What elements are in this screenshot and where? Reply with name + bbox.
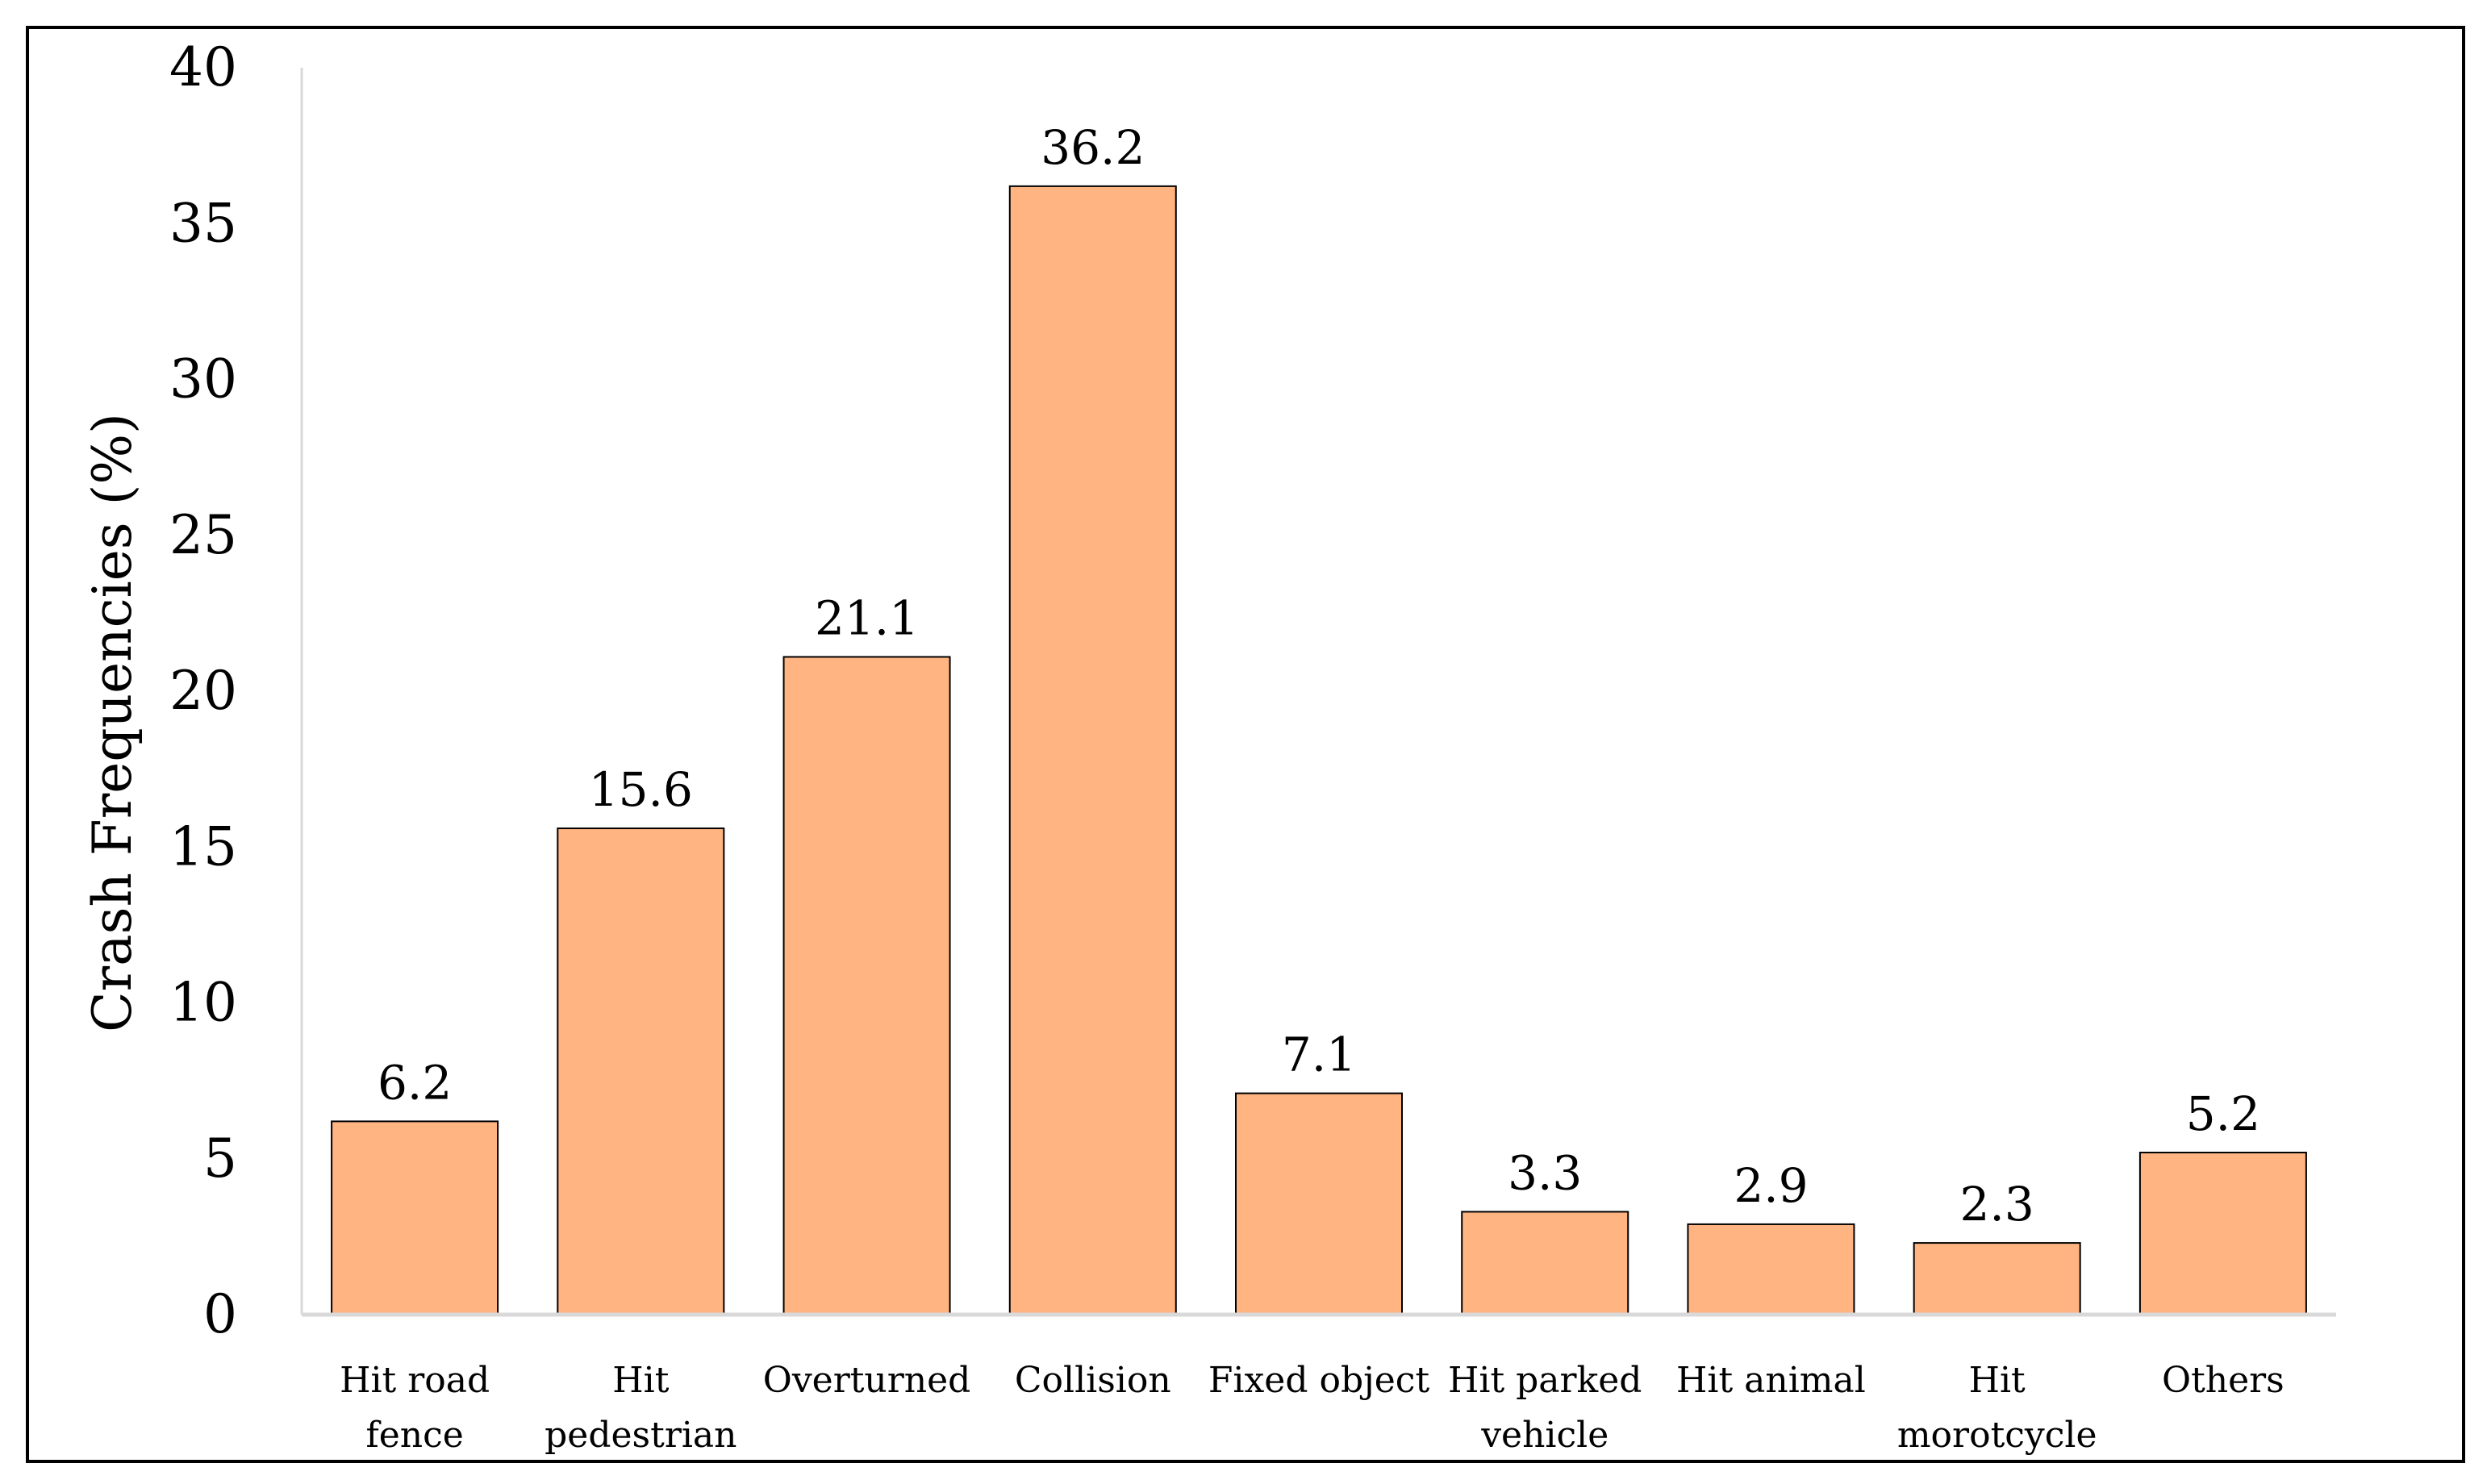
data-label: 2.3 (1960, 1177, 2034, 1232)
y-tick-labels: 0 5 10 15 20 25 30 35 40 (169, 36, 237, 1345)
bar (782, 656, 951, 1315)
y-tick-label: 25 (169, 504, 237, 566)
x-tick-label-line: morotcycle (1897, 1415, 2097, 1456)
category-labels: Hit road fence Hit pedestrian Overturned Coll… (340, 1360, 2284, 1456)
data-label: 5.2 (2186, 1086, 2260, 1141)
bar-chart: 0 5 10 15 20 25 30 35 40 Crash Frequencies (%) 6… (81, 36, 2336, 1456)
x-tick-label-line: Fixed object (1208, 1360, 1430, 1401)
x-tick-label: Overturned (763, 1360, 971, 1401)
y-tick-label: 10 (169, 972, 237, 1034)
x-tick-label: Hit parked vehicle (1448, 1360, 1642, 1456)
y-axis-title: Crash Frequencies (%) (81, 413, 144, 1032)
y-tick-label: 40 (169, 36, 237, 98)
x-tick-label-line: Hit road (340, 1360, 490, 1401)
x-tick-label: Hit animal (1676, 1360, 1866, 1401)
x-tick-label-line: Others (2162, 1360, 2284, 1401)
data-label: 15.6 (589, 762, 693, 817)
x-tick-label: Hit morotcycle (1897, 1360, 2097, 1456)
bar (1687, 1223, 1855, 1316)
y-tick-label: 20 (169, 660, 237, 722)
x-tick-label: Hit road fence (340, 1360, 490, 1456)
bar (2138, 1152, 2307, 1316)
x-tick-label-line: fence (365, 1415, 463, 1456)
chart-frame: 0 5 10 15 20 25 30 35 40 Crash Frequencies (%) 6… (26, 26, 2465, 1463)
data-labels: 6.2 15.6 21.1 36.2 7.1 3.3 2.9 2.3 5.2 (378, 120, 2260, 1232)
bars (331, 185, 2307, 1316)
y-tick-label: 30 (169, 348, 237, 411)
data-label: 36.2 (1041, 120, 1145, 175)
x-tick-label: Fixed object (1208, 1360, 1430, 1401)
data-label: 7.1 (1282, 1028, 1356, 1082)
data-label: 21.1 (815, 590, 919, 645)
x-tick-label: Hit pedestrian (545, 1360, 736, 1456)
data-label: 6.2 (378, 1055, 452, 1110)
y-tick-label: 5 (203, 1128, 237, 1190)
y-tick-label: 0 (203, 1283, 237, 1345)
x-tick-label: Others (2162, 1360, 2284, 1401)
data-label: 2.9 (1734, 1158, 1808, 1213)
x-tick-label-line: Hit (1969, 1360, 2026, 1401)
x-tick-label-line: Hit animal (1676, 1360, 1866, 1401)
x-tick-label-line: vehicle (1480, 1415, 1609, 1456)
y-tick-label: 35 (169, 192, 237, 254)
x-tick-label-line: Hit (612, 1360, 669, 1401)
x-tick-label-line: Hit parked (1448, 1360, 1642, 1401)
bar (1235, 1092, 1403, 1315)
bar (1008, 185, 1177, 1315)
bar (1913, 1242, 2081, 1315)
bar (557, 827, 725, 1315)
x-tick-label-line: Overturned (763, 1360, 971, 1401)
x-tick-label-line: pedestrian (545, 1415, 736, 1456)
bar (1461, 1211, 1629, 1315)
bar (331, 1120, 499, 1315)
data-label: 3.3 (1508, 1145, 1582, 1200)
x-tick-label: Collision (1015, 1360, 1171, 1401)
x-tick-label-line: Collision (1015, 1360, 1171, 1401)
y-tick-label: 15 (169, 815, 237, 877)
